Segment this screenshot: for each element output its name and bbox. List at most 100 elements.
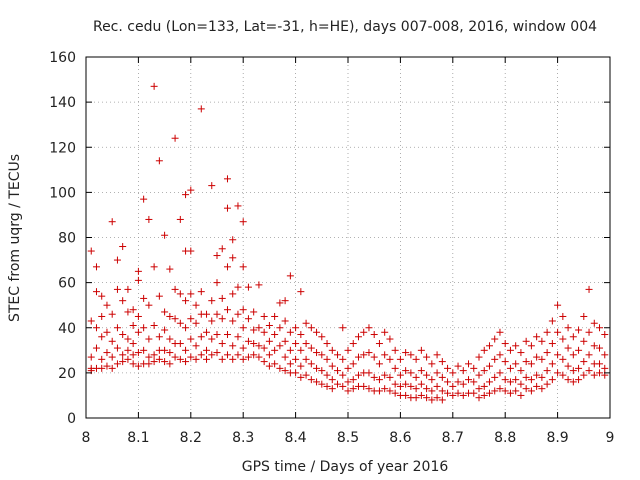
data-point <box>428 376 436 384</box>
data-point <box>412 355 420 363</box>
data-point <box>145 353 153 361</box>
data-point <box>318 351 326 359</box>
data-point <box>459 380 467 388</box>
data-point <box>176 319 184 327</box>
data-point <box>596 344 604 352</box>
data-point <box>475 385 483 393</box>
data-point <box>313 349 321 357</box>
x-tick-label: 8.7 <box>442 430 464 446</box>
data-point <box>161 346 169 354</box>
data-point <box>176 355 184 363</box>
data-point <box>548 317 556 325</box>
data-point <box>480 391 488 399</box>
data-point <box>208 335 216 343</box>
data-point <box>533 353 541 361</box>
data-point <box>543 349 551 357</box>
data-point <box>103 349 111 357</box>
data-point <box>129 360 137 368</box>
y-tick-label: 100 <box>49 185 76 201</box>
data-point <box>239 344 247 352</box>
data-point <box>370 331 378 339</box>
data-point <box>438 373 446 381</box>
data-point <box>423 371 431 379</box>
data-point <box>569 367 577 375</box>
data-point <box>517 391 525 399</box>
data-point <box>87 247 95 255</box>
data-point <box>344 364 352 372</box>
data-point <box>187 247 195 255</box>
data-point <box>276 299 284 307</box>
data-point <box>98 364 106 372</box>
data-point <box>197 288 205 296</box>
data-point <box>538 355 546 363</box>
data-point <box>564 324 572 332</box>
data-point <box>286 328 294 336</box>
data-point <box>391 380 399 388</box>
data-point <box>250 326 258 334</box>
data-point <box>412 373 420 381</box>
data-point <box>129 306 137 314</box>
data-point <box>113 324 121 332</box>
data-point <box>323 382 331 390</box>
y-axis-label: STEC from uqrg / TECUs <box>7 154 23 322</box>
data-point <box>391 364 399 372</box>
data-point <box>386 335 394 343</box>
data-point <box>213 349 221 357</box>
x-tick-label: 8.8 <box>494 430 516 446</box>
data-point <box>433 382 441 390</box>
data-point <box>239 263 247 271</box>
data-point <box>182 191 190 199</box>
data-point <box>449 391 457 399</box>
data-point <box>313 364 321 372</box>
data-point <box>208 317 216 325</box>
data-point <box>307 376 315 384</box>
data-point <box>396 371 404 379</box>
data-point <box>124 346 132 354</box>
data-point <box>134 276 142 284</box>
data-point <box>543 328 551 336</box>
data-point <box>192 355 200 363</box>
data-point <box>323 340 331 348</box>
data-point <box>339 371 347 379</box>
data-point <box>155 355 163 363</box>
data-point <box>124 308 132 316</box>
data-point <box>344 346 352 354</box>
data-point <box>129 351 137 359</box>
data-point <box>286 272 294 280</box>
data-point <box>103 301 111 309</box>
data-point <box>527 376 535 384</box>
data-point <box>354 353 362 361</box>
axis-ticks <box>85 56 611 419</box>
data-point <box>203 328 211 336</box>
data-point <box>166 312 174 320</box>
data-point <box>601 331 609 339</box>
data-point <box>470 364 478 372</box>
data-point <box>119 351 127 359</box>
data-point <box>580 337 588 345</box>
data-point <box>239 324 247 332</box>
data-point <box>260 312 268 320</box>
data-point <box>585 328 593 336</box>
data-point <box>218 315 226 323</box>
data-point <box>281 353 289 361</box>
data-point <box>496 328 504 336</box>
data-point <box>250 340 258 348</box>
data-point <box>428 360 436 368</box>
data-point <box>129 340 137 348</box>
data-point <box>307 324 315 332</box>
data-point <box>318 367 326 375</box>
data-point <box>548 340 556 348</box>
data-point <box>103 328 111 336</box>
data-point <box>444 378 452 386</box>
data-point <box>213 252 221 260</box>
data-point <box>297 288 305 296</box>
data-point <box>501 340 509 348</box>
data-point <box>386 387 394 395</box>
data-point <box>433 351 441 359</box>
data-point <box>360 328 368 336</box>
data-point <box>244 353 252 361</box>
data-point <box>197 351 205 359</box>
data-point <box>166 335 174 343</box>
data-point <box>281 317 289 325</box>
data-point <box>281 337 289 345</box>
